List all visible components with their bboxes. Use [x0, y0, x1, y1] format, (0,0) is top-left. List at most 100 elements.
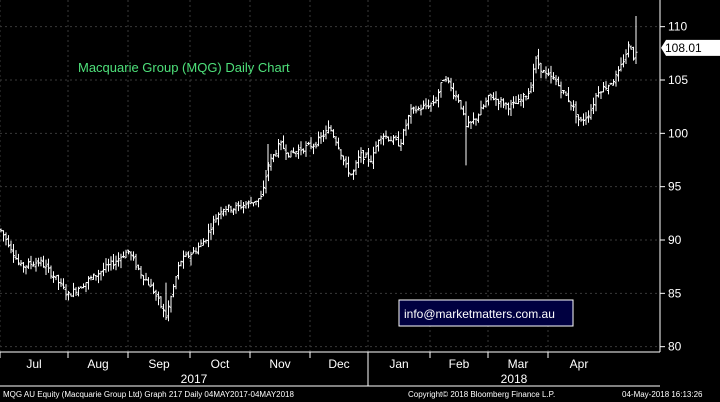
ohlc-bar: [392, 135, 395, 145]
ohlc-bar: [527, 88, 530, 100]
ohlc-bar: [587, 110, 590, 123]
grid-lines: [0, 0, 660, 352]
ohlc-bar: [12, 244, 15, 263]
ohlc-bar: [314, 141, 318, 149]
ohlc-bar: [442, 79, 445, 82]
ohlc-bar: [552, 72, 555, 80]
ohlc-bar: [252, 201, 255, 207]
ohlc-bar: [487, 94, 490, 106]
ohlc-bar: [439, 82, 443, 98]
y-axis-ticks: 80 85 90 95 100 105 110: [660, 20, 688, 354]
ohlc-bar: [562, 90, 565, 95]
ohlc-bar: [324, 125, 328, 140]
watermark-text: info@marketmatters.com.au: [404, 307, 555, 321]
ohlc-bar: [572, 100, 575, 112]
ohlc-bar: [497, 98, 500, 111]
ohlc-bar: [24, 265, 28, 275]
ohlc-bar: [452, 82, 455, 100]
ohlc-bar: [522, 92, 525, 108]
ohlc-bar: [194, 247, 198, 255]
ohlc-bar: [22, 261, 25, 273]
y-tick-label: 110: [668, 20, 687, 34]
ohlc-bar: [549, 65, 553, 84]
ohlc-bar: [7, 235, 10, 248]
ohlc-bar: [32, 261, 35, 267]
x-year-label: 2018: [501, 372, 528, 386]
last-price-label: 108.01: [665, 41, 702, 55]
x-month-label: Jan: [389, 357, 408, 371]
ohlc-bar: [534, 56, 538, 74]
ohlc-bar: [289, 150, 293, 158]
ohlc-bar: [574, 101, 578, 124]
ohlc-bar: [432, 95, 435, 106]
ohlc-bar: [279, 140, 283, 151]
ohlc-bar: [329, 125, 333, 132]
ohlc-bar: [504, 102, 508, 110]
ohlc-bar: [207, 223, 210, 248]
x-month-label: Apr: [570, 357, 589, 371]
ohlc-bar: [282, 135, 285, 150]
ohlc-bar: [547, 68, 550, 77]
ohlc-bar: [619, 57, 623, 72]
ohlc-bar: [134, 253, 138, 271]
ohlc-bar: [79, 286, 83, 289]
ohlc-bar: [209, 223, 213, 240]
ohlc-bar: [379, 135, 383, 145]
ohlc-bar: [459, 99, 463, 110]
ohlc-bar: [394, 135, 398, 141]
ohlc-bar: [584, 112, 588, 125]
ohlc-bar: [184, 251, 188, 257]
last-price-tag: 108.01: [661, 39, 720, 56]
ohlc-bar: [242, 201, 245, 214]
ohlc-bar: [77, 286, 80, 297]
ohlc-bar: [322, 129, 325, 142]
ohlc-bar: [607, 84, 610, 95]
y-tick-label: 90: [668, 233, 682, 247]
ohlc-bar: [4, 232, 8, 246]
ohlc-bar: [44, 259, 48, 275]
ohlc-bar: [367, 148, 370, 167]
ohlc-bar: [602, 82, 605, 93]
ohlc-bar: [544, 66, 548, 79]
ohlc-bar: [214, 214, 218, 223]
ohlc-bar: [147, 277, 150, 286]
ohlc-bar: [377, 139, 380, 152]
price-bars: [0, 16, 638, 322]
ohlc-bar: [332, 129, 335, 138]
ohlc-bar: [629, 45, 633, 50]
ohlc-bar: [417, 106, 420, 111]
x-month-label: Sep: [148, 357, 170, 371]
ohlc-bar: [624, 49, 628, 65]
ohlc-bar: [632, 46, 635, 61]
ohlc-bar: [419, 104, 423, 116]
ohlc-bar: [262, 180, 265, 197]
ohlc-bar: [467, 115, 470, 128]
x-year-label: 2017: [181, 372, 208, 386]
ohlc-bar: [577, 114, 580, 127]
x-month-label: Jul: [26, 357, 41, 371]
ohlc-bar: [124, 249, 128, 259]
ohlc-bar: [297, 144, 300, 159]
ohlc-bar: [449, 77, 453, 92]
ohlc-bar: [524, 95, 528, 101]
ohlc-bar: [444, 75, 448, 83]
ohlc-bar: [339, 149, 343, 160]
ohlc-bar: [112, 254, 115, 270]
ohlc-bar: [582, 113, 585, 126]
ohlc-bar: [374, 141, 378, 154]
ohlc-bar: [502, 98, 505, 109]
ohlc-bar: [87, 276, 90, 290]
x-month-label: Dec: [328, 357, 349, 371]
ohlc-bar: [519, 94, 523, 107]
ohlc-bar: [199, 239, 203, 248]
y-tick-label: 105: [668, 73, 688, 87]
ohlc-bar: [412, 106, 415, 114]
ohlc-bar: [247, 200, 250, 209]
ohlc-bar: [542, 69, 545, 73]
ohlc-bar: [274, 149, 278, 158]
ohlc-bar: [174, 275, 178, 290]
ohlc-bar: [162, 303, 165, 318]
ohlc-bar: [529, 82, 533, 94]
ohlc-bar: [609, 82, 613, 85]
ohlc-bar: [349, 173, 353, 176]
